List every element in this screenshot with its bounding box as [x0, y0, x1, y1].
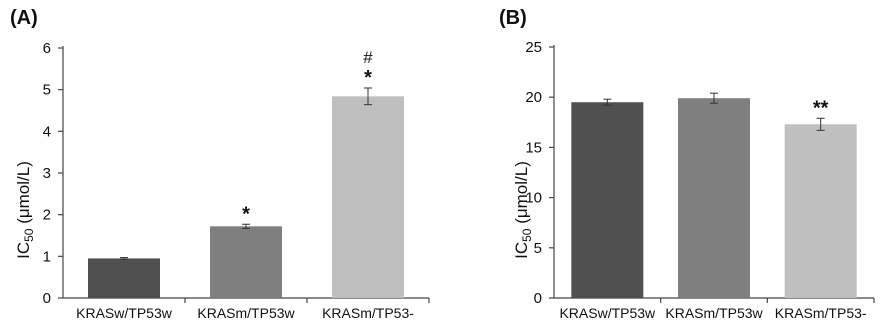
y-axis-title-unit: (μmol/L)	[512, 161, 531, 228]
x-category-label: KRASw/TP53w	[76, 305, 173, 321]
y-tick-label: 5	[43, 82, 51, 99]
y-axis-title-main: IC	[512, 242, 531, 259]
significance-mark: **	[813, 97, 829, 119]
x-category-label: KRASm/TP53w	[197, 305, 295, 321]
panel-label: (A)	[10, 7, 38, 29]
bar	[88, 258, 160, 298]
y-tick-label: 6	[43, 40, 51, 57]
y-tick-label: 5	[534, 240, 542, 257]
x-category-label: KRASm/TP53-	[775, 305, 867, 321]
y-tick-label: 2	[43, 207, 51, 224]
y-axis-title-subscript: 50	[520, 228, 534, 242]
bar	[210, 226, 282, 298]
bar	[571, 102, 644, 298]
x-category-label: KRASw/TP53w	[559, 305, 656, 321]
significance-mark: *	[364, 67, 372, 89]
bar	[332, 96, 404, 298]
y-tick-label: 20	[525, 89, 542, 106]
y-axis-title-main: IC	[14, 242, 33, 259]
y-tick-label: 15	[525, 139, 542, 156]
y-axis-title: IC50 (μmol/L)	[14, 161, 36, 259]
y-tick-label: 4	[43, 123, 51, 140]
y-axis-title-subscript: 50	[22, 228, 36, 242]
bar	[678, 98, 750, 298]
y-tick-label: 25	[525, 39, 542, 56]
y-axis-title-unit: (μmol/L)	[14, 161, 33, 228]
significance-mark: *	[242, 203, 250, 225]
y-tick-label: 1	[43, 248, 51, 265]
y-tick-label: 3	[43, 165, 51, 182]
panel-label: (B)	[499, 7, 527, 29]
chart-panel-a: (A) IC50 (μmol/L) 0 1 2 3 4 5 6 KRASw/TP53w KRASm/…	[10, 7, 430, 321]
y-axis-title: IC50 (μmol/L)	[512, 161, 534, 259]
y-tick-label: 0	[43, 290, 51, 307]
y-tick-label: 10	[525, 190, 542, 207]
significance-mark-top: #	[363, 48, 373, 67]
y-tick-label: 0	[534, 290, 542, 307]
x-category-label: KRASm/TP53w	[665, 305, 763, 321]
bar	[784, 124, 857, 298]
x-category-label: KRASm/TP53-	[322, 305, 414, 321]
chart-panel-b: (B) IC50 (μmol/L) 0 5 10 15 20 25 KRASw/TP53w KRA…	[499, 7, 875, 321]
